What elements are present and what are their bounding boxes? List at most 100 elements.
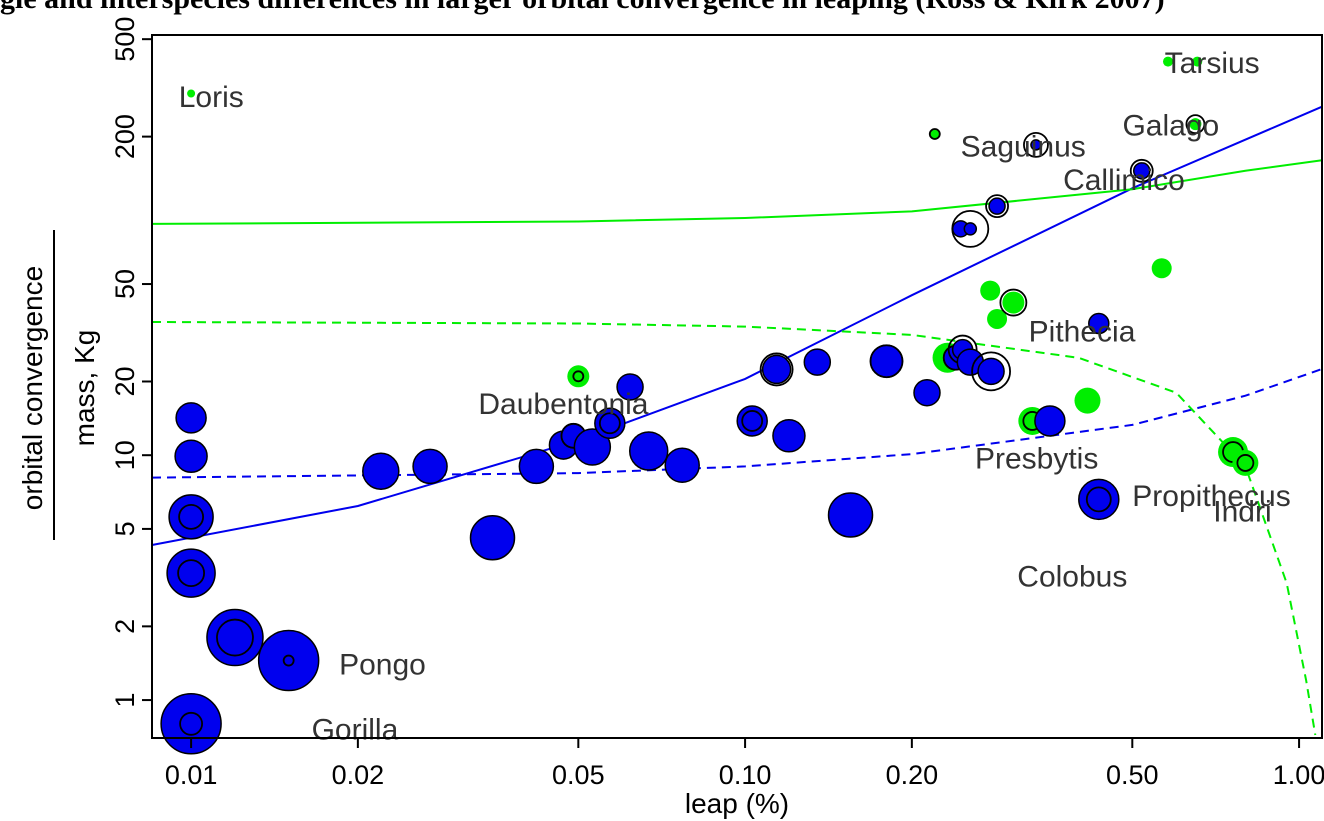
- y-tick-label: 2: [110, 619, 140, 634]
- data-point-ring: [1236, 454, 1255, 472]
- data-point: [187, 89, 196, 98]
- data-point: [1189, 118, 1202, 131]
- species-label: Tarsius: [1165, 47, 1260, 80]
- data-point: [1088, 312, 1110, 335]
- x-tick-label: 0.50: [1106, 760, 1159, 790]
- data-point: [166, 548, 216, 598]
- data-point: [980, 280, 1001, 301]
- species-label: Propithecus: [1132, 480, 1290, 513]
- data-point: [573, 428, 612, 466]
- data-point-ring: [1085, 486, 1112, 513]
- y-axis-label-bottom: mass, Kg: [69, 330, 100, 447]
- data-point: [469, 515, 516, 561]
- data-point-ring: [999, 288, 1028, 317]
- species-label: Galago: [1122, 110, 1219, 143]
- trend-curve: [151, 159, 1323, 225]
- data-point-ring: [598, 412, 621, 435]
- x-tick-label: 0.02: [332, 760, 385, 790]
- x-axis: 0.01 0.02 0.05 0.10 0.20 0.50 1.00: [165, 738, 1324, 790]
- x-tick-label: 0.01: [165, 760, 218, 790]
- y-tick-label: 200: [110, 114, 140, 159]
- data-point: [1163, 56, 1174, 67]
- data-point: [257, 629, 320, 692]
- data-point-ring: [1129, 158, 1154, 183]
- data-point: [1232, 449, 1259, 476]
- data-point: [1030, 139, 1042, 151]
- data-point-ring: [1185, 114, 1206, 134]
- data-point-ring: [869, 344, 904, 379]
- data-point: [772, 419, 806, 453]
- data-point: [803, 348, 832, 376]
- data-point: [362, 452, 400, 490]
- data-point-ring: [179, 711, 204, 736]
- data-point: [929, 128, 940, 139]
- data-point-ring: [216, 618, 254, 657]
- x-tick-label: 0.10: [719, 760, 772, 790]
- y-axis: 1 2 5 10 20 50 200 500: [110, 17, 152, 708]
- data-point: [567, 365, 590, 388]
- plot-frame: [151, 34, 1323, 739]
- species-label: Presbytis: [975, 442, 1098, 475]
- x-tick-label: 0.20: [886, 760, 939, 790]
- data-point: [616, 373, 644, 401]
- data-point: [963, 222, 978, 236]
- y-tick-label: 20: [110, 366, 140, 396]
- data-point: [913, 378, 941, 407]
- data-point: [761, 354, 792, 385]
- species-label: Loris: [179, 81, 244, 114]
- data-point: [827, 492, 874, 538]
- data-point: [1192, 56, 1203, 67]
- data-point: [1132, 162, 1151, 180]
- data-point: [987, 308, 1008, 329]
- trend-curve: [151, 321, 1317, 736]
- x-tick-label: 1.00: [1273, 760, 1324, 790]
- data-point: [168, 494, 214, 540]
- x-axis-label: leap (%): [685, 788, 789, 819]
- data-point: [988, 197, 1006, 215]
- data-point-ring: [741, 410, 764, 432]
- data-point-ring: [951, 209, 990, 248]
- data-point: [1151, 258, 1172, 279]
- data-point-ring: [985, 194, 1009, 219]
- species-label: Indri: [1213, 495, 1271, 528]
- data-point: [1078, 478, 1120, 521]
- species-label: Gorilla: [312, 713, 399, 746]
- trend-curve: [151, 368, 1323, 479]
- data-point-ring: [178, 503, 205, 530]
- trend-curves: [151, 105, 1323, 736]
- y-tick-label: 5: [110, 521, 140, 536]
- data-point: [518, 448, 555, 485]
- data-point-ring: [177, 559, 206, 588]
- species-label: Colobus: [1017, 560, 1127, 593]
- y-tick-label: 500: [110, 17, 140, 62]
- species-label: Pongo: [339, 648, 426, 681]
- data-point-ring: [282, 654, 295, 667]
- data-point-ring: [1023, 132, 1049, 158]
- y-tick-label: 10: [110, 440, 140, 470]
- species-label: Pithecia: [1029, 316, 1136, 349]
- y-tick-label: 1: [110, 693, 140, 708]
- data-point: [664, 447, 700, 483]
- x-tick-label: 0.05: [552, 760, 605, 790]
- data-point: [1074, 387, 1101, 414]
- y-tick-label: 50: [110, 269, 140, 299]
- data-point: [628, 431, 669, 471]
- data-point-ring: [759, 352, 794, 387]
- data-point: [412, 448, 448, 485]
- data-point: [977, 357, 1005, 386]
- data-point-ring: [971, 351, 1011, 392]
- species-label: Callimico: [1063, 164, 1185, 197]
- data-points: [160, 56, 1259, 755]
- data-point: [1002, 291, 1025, 314]
- species-label: Daubentonia: [478, 388, 648, 421]
- data-point-ring: [572, 370, 585, 383]
- data-point: [206, 608, 264, 667]
- species-label: Saguinus: [961, 131, 1086, 164]
- data-point-ring: [928, 128, 941, 140]
- data-point: [1034, 405, 1066, 437]
- data-point: [174, 439, 208, 474]
- chart-title: gle and interspecies differences in larg…: [0, 0, 1324, 22]
- data-point: [175, 402, 207, 434]
